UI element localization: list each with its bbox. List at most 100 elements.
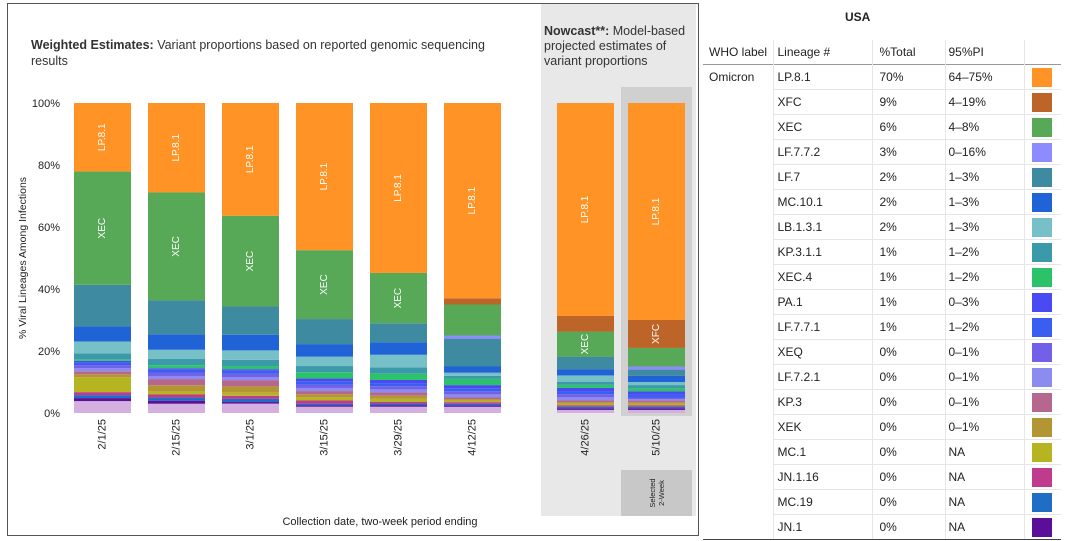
bar-segment-xec-4 [557, 384, 614, 388]
bar-segment-xec-4 [222, 366, 279, 370]
bar-segment-jn-1 [222, 402, 279, 404]
bar-segment-jn-1-16 [74, 392, 131, 396]
x-tick-label: 3/15/25 [318, 419, 330, 456]
who-label-cell [703, 415, 773, 440]
bar-segment-jn-1 [370, 405, 427, 407]
who-label-cell [703, 240, 773, 265]
color-swatch [1031, 167, 1052, 187]
bar-segment-mc-19 [628, 406, 685, 409]
color-swatch [1031, 392, 1052, 412]
table-row: MC.10.1 2% 1–3% [703, 189, 1061, 215]
bar-segment-lb-1-3-1 [222, 350, 279, 360]
lineage-cell: LF.7.7.2 [772, 139, 872, 165]
color-swatch-cell [1023, 339, 1061, 365]
who-label-cell [703, 340, 773, 365]
bar-segment-xfc [628, 320, 685, 348]
lineage-cell: KP.3 [772, 389, 872, 415]
table-row: XEC.4 1% 1–2% [703, 264, 1061, 290]
bar-segment-mc-19 [557, 406, 614, 409]
who-label-cell [703, 365, 773, 390]
bar-segment-other [148, 403, 205, 413]
bar-segment-xec-4 [74, 359, 131, 361]
bar-segment-lf-7-2-1 [296, 387, 353, 392]
who-label-cell [703, 165, 773, 190]
bar-segment-label: XEC [245, 251, 256, 272]
bar-segment-lf-7-7-1 [557, 391, 614, 395]
table-row: MC.1 0% NA [703, 439, 1061, 465]
bar-segment-jn-1 [557, 408, 614, 410]
bar-segment-mc-19 [444, 403, 501, 406]
table-title: USA [845, 10, 871, 24]
lineage-table: WHO label Lineage # %Total 95%PI Omicron… [703, 40, 1061, 540]
bar-segment-xec [74, 171, 131, 285]
bar-segment-xeq [628, 397, 685, 400]
bar-segment-other [628, 409, 685, 413]
bar-segment-jn-1 [148, 400, 205, 404]
bar-segment-xec-4 [628, 388, 685, 392]
pi-cell: NA [944, 464, 1024, 490]
nowcast-title: Nowcast**: Model-based projected estimat… [544, 24, 696, 69]
bar-segment-lb-1-3-1 [444, 372, 501, 376]
bar-segment-lf-7 [370, 323, 427, 343]
total-cell: 0% [871, 489, 945, 515]
bar-segment-lf-7-7-1 [148, 369, 205, 373]
bar-segment-lp-8-1 [628, 103, 685, 320]
bar-segment-pa-1 [444, 385, 501, 389]
color-swatch [1031, 517, 1052, 537]
total-cell: 0% [871, 364, 945, 390]
bar-segment-xec [370, 272, 427, 324]
pi-cell: 4–8% [944, 114, 1024, 140]
color-swatch-cell [1023, 464, 1061, 490]
lineage-cell: XEC [772, 114, 872, 140]
color-swatch [1031, 292, 1052, 312]
table-row: LF.7.7.1 1% 1–2% [703, 314, 1061, 340]
color-swatch [1031, 117, 1052, 137]
bar-segment-pa-1 [628, 391, 685, 395]
color-swatch [1031, 267, 1052, 287]
chart-title-rest: Variant proportions based on reported ge… [31, 38, 485, 68]
bar-segment-pa-1 [557, 387, 614, 392]
who-label-cell [703, 90, 773, 115]
bar-segment-xec [148, 192, 205, 301]
bar-segment-mc-1 [74, 377, 131, 393]
bar-segment-pa-1 [296, 378, 353, 382]
pi-cell: 0–1% [944, 389, 1024, 415]
bar-segment-mc-10-1 [370, 342, 427, 355]
header-lineage: Lineage # [772, 40, 872, 65]
bar-segment-jn-1-16 [557, 405, 614, 407]
bar-segment-mc-19 [148, 397, 205, 401]
y-tick-label: 40% [38, 284, 60, 296]
bar-segment-pa-1 [222, 369, 279, 371]
x-tick-label: 5/10/25 [650, 419, 662, 456]
bar-segment-lf-7-2-1 [222, 376, 279, 381]
bar-segment-jn-1 [444, 405, 501, 407]
total-cell: 0% [871, 389, 945, 415]
bar-segment-other [444, 406, 501, 413]
y-tick-label: 100% [32, 98, 60, 110]
color-swatch [1031, 492, 1052, 512]
pi-cell: 64–75% [944, 64, 1024, 90]
color-swatch-cell [1023, 389, 1061, 415]
y-tick-label: 60% [38, 222, 60, 234]
table-row: LF.7 2% 1–3% [703, 164, 1061, 190]
bar-segment-kp-3-1-1 [296, 366, 353, 373]
bar-segment-label: LP.8.1 [319, 162, 330, 190]
pi-cell: NA [944, 439, 1024, 465]
bar-segment-mc-10-1 [74, 326, 131, 342]
bar-segment-other [222, 403, 279, 413]
bar-segment-jn-1-16 [444, 402, 501, 404]
bar-segment-lf-7 [296, 319, 353, 345]
bar-segment-lf-7 [148, 300, 205, 335]
color-swatch-cell [1023, 89, 1061, 115]
bar-segment-label: LP.8.1 [580, 195, 591, 223]
selected-week-button[interactable]: Selected 2-Week [621, 470, 692, 516]
x-tick-label: 4/12/25 [466, 419, 478, 456]
header-color [1023, 40, 1061, 65]
header-pi: 95%PI [944, 40, 1024, 65]
table-row: XEQ 0% 0–1% [703, 339, 1061, 365]
color-swatch [1031, 67, 1052, 87]
table-row: KP.3 0% 0–1% [703, 389, 1061, 415]
bar-segment-xfc [557, 315, 614, 332]
bar-segment-lf-7 [628, 369, 685, 376]
lineage-cell: LB.1.3.1 [772, 214, 872, 240]
